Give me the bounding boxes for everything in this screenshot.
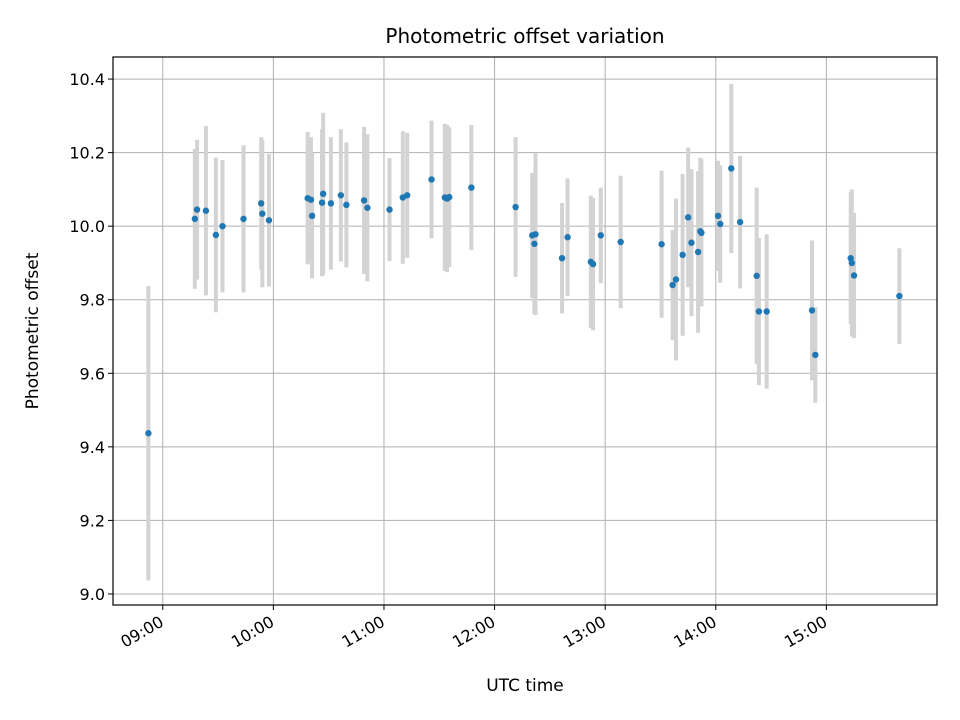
plot-frame <box>112 56 938 606</box>
data-point <box>850 272 858 279</box>
data-point <box>240 215 247 223</box>
data-point <box>145 430 152 437</box>
data-point <box>617 238 624 246</box>
data-point <box>337 192 345 199</box>
data-point <box>848 259 856 267</box>
data-point <box>698 229 705 237</box>
y-tick-label: 9.0 <box>80 585 105 604</box>
data-point <box>428 176 435 183</box>
data-point <box>404 192 411 199</box>
data-point <box>212 231 220 239</box>
data-point <box>658 241 665 248</box>
data-point <box>558 254 566 262</box>
data-point <box>360 197 368 204</box>
data-point <box>191 215 199 223</box>
data-point <box>343 201 350 209</box>
data-point <box>896 292 903 300</box>
data-point <box>694 248 702 256</box>
data-point <box>589 260 597 268</box>
data-point <box>755 308 763 315</box>
data-point <box>669 281 676 289</box>
data-point <box>259 210 266 217</box>
data-point <box>597 232 604 239</box>
y-tick-label: 9.4 <box>80 438 105 457</box>
data-point <box>308 212 316 220</box>
data-point <box>808 307 816 314</box>
data-point <box>219 222 226 230</box>
y-tick-label: 9.8 <box>80 291 105 310</box>
data-point <box>258 200 265 207</box>
data-point <box>812 351 819 359</box>
data-point <box>753 272 760 280</box>
data-point <box>564 234 571 241</box>
data-point <box>318 199 326 206</box>
data-point <box>728 165 735 172</box>
y-tick-label: 10.4 <box>69 70 105 89</box>
data-point <box>446 193 453 201</box>
data-point <box>193 206 201 213</box>
data-points <box>145 165 903 437</box>
data-point <box>327 200 335 207</box>
data-point <box>512 203 519 211</box>
data-point <box>319 190 327 198</box>
data-point <box>763 308 770 315</box>
x-axis-title: UTC time <box>486 676 564 696</box>
data-point <box>265 217 273 224</box>
data-point <box>684 214 692 221</box>
y-tick-label: 10.2 <box>69 144 105 163</box>
data-point <box>364 204 371 211</box>
data-point <box>736 218 744 226</box>
chart-title: Photometric offset variation <box>385 24 664 48</box>
data-point <box>688 239 695 246</box>
data-point <box>717 220 724 228</box>
data-point <box>386 206 393 213</box>
y-tick-label: 10.0 <box>69 217 105 236</box>
y-tick-label: 9.2 <box>80 511 105 530</box>
y-axis-title: Photometric offset <box>23 252 43 409</box>
data-point <box>679 251 686 259</box>
grid <box>113 57 937 605</box>
data-point <box>532 231 539 238</box>
data-point <box>672 276 680 283</box>
data-point <box>307 196 315 203</box>
data-point <box>202 207 210 214</box>
data-point <box>847 254 854 262</box>
y-tick-label: 9.6 <box>80 364 105 383</box>
data-point <box>714 212 722 220</box>
data-point <box>468 184 475 191</box>
data-point <box>531 240 538 248</box>
